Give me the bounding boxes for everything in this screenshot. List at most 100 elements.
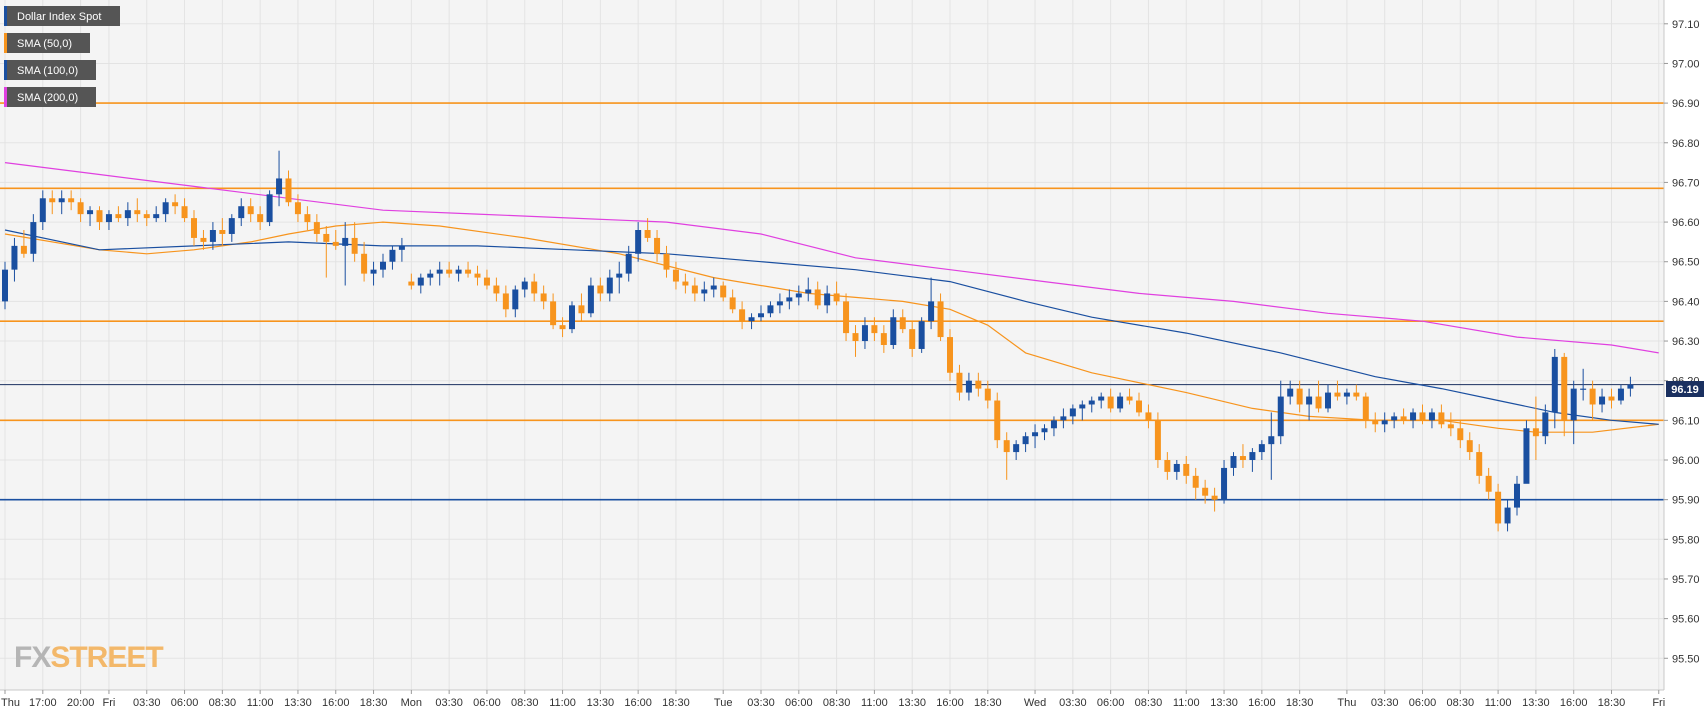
x-tick-label: 11:00 <box>1173 697 1200 709</box>
x-tick-label: 03:30 <box>1371 697 1399 709</box>
candle-up <box>890 309 897 349</box>
candle-body <box>833 293 840 302</box>
candle-body <box>1211 495 1218 500</box>
candle-body <box>502 293 509 310</box>
candle-up <box>87 206 94 227</box>
x-tick-label: 08:30 <box>1447 697 1475 709</box>
candle-up <box>11 237 18 282</box>
candle-up <box>455 265 462 282</box>
candle-up <box>928 277 935 330</box>
candle-body <box>1126 396 1133 401</box>
candle-body <box>1306 396 1313 405</box>
price-tag: 96.19 <box>1666 381 1704 397</box>
candle-down <box>1561 352 1568 437</box>
candle-body <box>493 285 500 294</box>
legend-item-sma200[interactable]: SMA (200,0) <box>4 87 96 107</box>
candle-body <box>776 301 783 306</box>
legend-box <box>4 60 96 80</box>
x-tick-label: Tue <box>714 697 733 709</box>
candle-body <box>635 230 642 254</box>
y-tick-label: 95.50 <box>1672 653 1700 665</box>
x-tick-label: Thu <box>1 697 20 709</box>
candle-body <box>691 285 698 294</box>
x-tick-label: 08:30 <box>511 697 539 709</box>
grid-lines <box>0 0 1664 690</box>
candle-down <box>200 230 207 250</box>
candle-up <box>1523 420 1530 484</box>
candle-up <box>1230 452 1237 476</box>
candle-down <box>143 210 150 227</box>
candle-up <box>276 150 283 207</box>
candle-down <box>531 273 538 302</box>
candle-body <box>266 194 273 223</box>
candle-down <box>1362 392 1369 429</box>
candle-body <box>1353 392 1360 397</box>
x-tick-label: Fri <box>103 697 116 709</box>
legend-item-sma50[interactable]: SMA (50,0) <box>4 33 90 53</box>
candle-down <box>1608 388 1615 409</box>
candle-body <box>20 245 27 254</box>
candle-up <box>824 285 831 314</box>
candle-body <box>767 305 774 314</box>
candle-body <box>1287 388 1294 397</box>
candle-body <box>1107 396 1114 409</box>
candle-body <box>937 301 944 338</box>
candle-body <box>918 321 925 349</box>
candle-down <box>493 277 500 302</box>
y-tick-label: 95.80 <box>1672 534 1700 546</box>
x-tick-label: 03:30 <box>133 697 161 709</box>
candle-down <box>181 198 188 223</box>
x-tick-label: Fri <box>1652 697 1665 709</box>
candle-down <box>134 198 141 223</box>
candle-body <box>1098 396 1105 401</box>
candle-body <box>1249 452 1256 460</box>
candle-up <box>1542 404 1549 445</box>
candle-body <box>805 289 812 294</box>
y-tick-label: 95.60 <box>1672 614 1700 626</box>
candle-down <box>843 293 850 342</box>
candle-body <box>1022 436 1029 445</box>
candle-body <box>30 222 37 254</box>
candle-down <box>1495 483 1502 532</box>
x-tick-label: 08:30 <box>823 697 851 709</box>
candle-down <box>1126 388 1133 405</box>
candle-body <box>162 202 169 215</box>
legend-label: SMA (50,0) <box>17 38 72 50</box>
candle-body <box>871 325 878 334</box>
candle-up <box>701 281 708 302</box>
candle-body <box>569 305 575 330</box>
x-tick-label: 18:30 <box>662 697 690 709</box>
candle-body <box>1514 483 1520 508</box>
legend-item-sma100[interactable]: SMA (100,0) <box>4 60 96 80</box>
candle-down <box>1145 404 1152 429</box>
candle-up <box>228 214 235 242</box>
candle-body <box>1457 428 1464 441</box>
candle-body <box>1627 384 1634 389</box>
candle-down <box>1164 452 1171 480</box>
candle-down <box>219 218 226 246</box>
x-tick-label: 18:30 <box>1286 697 1314 709</box>
candle-down <box>682 273 689 294</box>
candle-body <box>1258 444 1265 453</box>
candle-down <box>1447 412 1454 437</box>
candle-down <box>115 206 122 223</box>
x-tick-label: 06:00 <box>171 697 199 709</box>
candle-down <box>739 301 746 330</box>
y-tick-label: 97.00 <box>1672 58 1700 70</box>
candle-body <box>200 237 207 242</box>
legend-swatch <box>4 60 7 80</box>
candle-up <box>1410 408 1417 429</box>
candle-body <box>304 214 311 223</box>
candle-body <box>984 388 991 401</box>
candle-body <box>417 277 424 286</box>
candle-body <box>1504 507 1511 524</box>
candle-down <box>49 190 56 215</box>
watermark-fx: FX <box>14 641 51 674</box>
candle-up <box>2 261 8 310</box>
candle-body <box>446 269 453 274</box>
legend-item-dollar-index[interactable]: Dollar Index Spot <box>4 6 120 26</box>
candle-body <box>143 214 150 219</box>
legend-label: SMA (200,0) <box>17 92 78 104</box>
candle-up <box>370 261 377 286</box>
candle-body <box>1428 412 1435 421</box>
